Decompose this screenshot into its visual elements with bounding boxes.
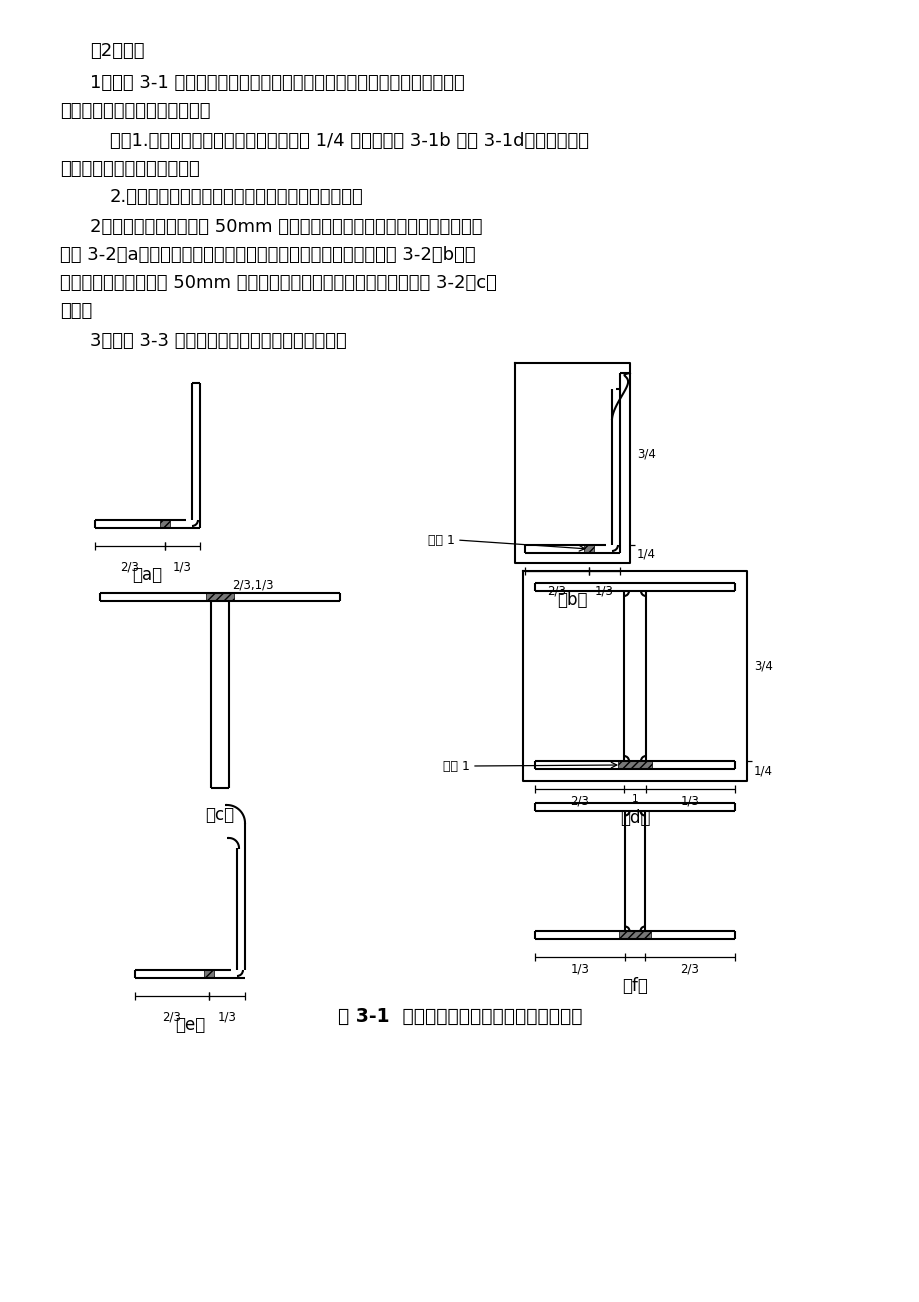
Text: 注：1.对于腾部有斜度的型钒，可在腾部 1/4 处取样（图 3-1b 和图 3-1d），经协商也: 注：1.对于腾部有斜度的型钒，可在腾部 1/4 处取样（图 3-1b 和图 3-… — [110, 132, 588, 150]
Text: 图 3-1  在型钒腾部宽度方向切取样坏的位置: 图 3-1 在型钒腾部宽度方向切取样坏的位置 — [337, 1006, 582, 1026]
Text: 1/3: 1/3 — [570, 962, 589, 975]
Bar — [618, 931, 651, 939]
Text: （e）: （e） — [175, 1016, 205, 1034]
Text: 可以从腾部取样进行机加工。: 可以从腾部取样进行机加工。 — [60, 160, 199, 178]
Text: （d）: （d） — [619, 809, 650, 827]
Bar — [204, 970, 214, 978]
Text: （a）: （a） — [132, 566, 163, 585]
Text: 3/4: 3/4 — [636, 448, 655, 461]
Text: 1: 1 — [631, 794, 638, 805]
Text: 要求，可将取样位置中部位移。: 要求，可将取样位置中部位移。 — [60, 102, 210, 120]
Text: 2/3: 2/3 — [570, 794, 588, 807]
Text: 1/3: 1/3 — [173, 560, 192, 573]
Text: 定。对于腾部厚度大于 50mm 的型钒，当切取圆形横截面样坏时，按图 3-2（c）: 定。对于腾部厚度大于 50mm 的型钒，当切取圆形横截面样坏时，按图 3-2（c… — [60, 273, 496, 292]
Text: （2）型钒: （2）型钒 — [90, 42, 144, 60]
Text: 1/3: 1/3 — [680, 794, 699, 807]
Text: 见注 1: 见注 1 — [443, 759, 470, 772]
Text: （c）: （c） — [205, 806, 234, 824]
Text: 2/3: 2/3 — [680, 962, 698, 975]
Text: 2.对于腾部长度不相等的角钒，可从任一腾部取样。: 2.对于腾部长度不相等的角钒，可从任一腾部取样。 — [110, 187, 363, 206]
Text: 2/3: 2/3 — [163, 1010, 181, 1023]
Text: 1）按图 3-1 在型钒腾部切取拉伸、弯曲和冲击样坏。如型钒尺寸不能满足: 1）按图 3-1 在型钒腾部切取拉伸、弯曲和冲击样坏。如型钒尺寸不能满足 — [90, 74, 464, 92]
Text: 1/4: 1/4 — [754, 764, 772, 777]
Bar — [584, 546, 594, 553]
Text: 规定。: 规定。 — [60, 302, 92, 320]
Text: 按图 3-2（a）切取拉伸样坏；当切取圆形横截面拉伸样坏时，按图 3-2（b）规: 按图 3-2（a）切取拉伸样坏；当切取圆形横截面拉伸样坏时，按图 3-2（b）规 — [60, 246, 475, 264]
Text: 2/3,1/3: 2/3,1/3 — [232, 578, 273, 591]
Text: 见注 1: 见注 1 — [427, 534, 455, 547]
Text: （b）: （b） — [557, 591, 587, 609]
Text: （f）: （f） — [621, 976, 647, 995]
Text: 2/3: 2/3 — [120, 560, 140, 573]
Text: 1/3: 1/3 — [595, 585, 613, 598]
Text: 2/3: 2/3 — [547, 585, 566, 598]
Text: 1/3: 1/3 — [217, 1010, 236, 1023]
Text: 3/4: 3/4 — [754, 660, 772, 673]
Bar — [206, 592, 233, 602]
Text: 3）按图 3-3 在型钒腾部厚度方向切取冲击样坏。: 3）按图 3-3 在型钒腾部厚度方向切取冲击样坏。 — [90, 332, 346, 350]
Text: 2）对于腾部厚度不大于 50mm 的型钒，当机加工和试验机能力允许时，应: 2）对于腾部厚度不大于 50mm 的型钒，当机加工和试验机能力允许时，应 — [90, 217, 482, 236]
Text: 1/4: 1/4 — [636, 548, 655, 560]
Bar — [618, 760, 652, 769]
Bar — [160, 519, 170, 529]
